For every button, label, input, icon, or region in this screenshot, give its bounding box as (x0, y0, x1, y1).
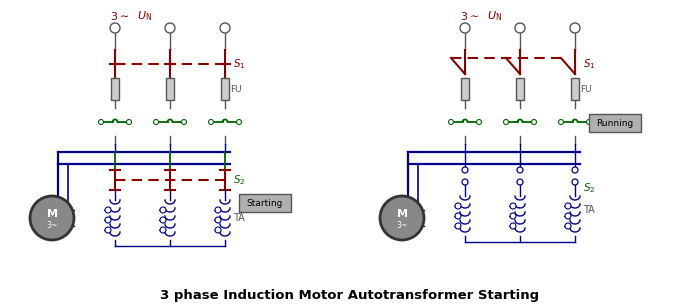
Circle shape (105, 207, 111, 213)
Circle shape (510, 213, 516, 219)
Text: TA: TA (233, 213, 245, 223)
Bar (589, 114, 641, 132)
Circle shape (127, 119, 132, 125)
Circle shape (455, 203, 461, 209)
Bar (239, 194, 291, 212)
Circle shape (160, 227, 166, 233)
Text: FU: FU (230, 85, 241, 94)
Text: FU: FU (580, 85, 592, 94)
Circle shape (380, 196, 424, 240)
Circle shape (510, 223, 516, 229)
Text: $S_1$: $S_1$ (233, 57, 246, 71)
Circle shape (462, 179, 468, 185)
Circle shape (105, 227, 111, 233)
Circle shape (559, 119, 564, 125)
Text: $U_{\rm N}$: $U_{\rm N}$ (137, 9, 153, 23)
Text: M: M (46, 209, 57, 219)
Text: $S_1$: $S_1$ (583, 57, 596, 71)
Circle shape (449, 119, 454, 125)
Text: $3{\sim}$: $3{\sim}$ (461, 10, 480, 22)
Circle shape (237, 119, 242, 125)
Bar (516, 78, 524, 100)
Circle shape (587, 119, 592, 125)
Circle shape (160, 207, 166, 213)
Circle shape (517, 167, 523, 173)
Circle shape (503, 119, 508, 125)
Circle shape (515, 23, 525, 33)
Circle shape (460, 23, 470, 33)
Circle shape (220, 23, 230, 33)
Circle shape (160, 217, 166, 223)
Circle shape (572, 167, 578, 173)
Circle shape (517, 179, 523, 185)
Text: $3{\sim}$: $3{\sim}$ (111, 10, 130, 22)
Text: $U_{\rm N}$: $U_{\rm N}$ (487, 9, 503, 23)
Circle shape (215, 227, 221, 233)
Circle shape (215, 207, 221, 213)
Circle shape (570, 23, 580, 33)
Text: $S_2$: $S_2$ (233, 173, 246, 187)
Circle shape (462, 167, 468, 173)
Circle shape (105, 217, 111, 223)
Circle shape (209, 119, 214, 125)
Circle shape (531, 119, 536, 125)
Circle shape (477, 119, 482, 125)
Circle shape (181, 119, 186, 125)
Text: 3~: 3~ (46, 222, 57, 230)
Text: M: M (396, 209, 407, 219)
Circle shape (565, 213, 571, 219)
Circle shape (572, 179, 578, 185)
Circle shape (565, 203, 571, 209)
Text: 3~: 3~ (396, 222, 407, 230)
Text: Running: Running (596, 119, 634, 127)
Circle shape (510, 203, 516, 209)
Bar (221, 78, 229, 100)
Bar (166, 78, 174, 100)
Circle shape (455, 223, 461, 229)
Circle shape (99, 119, 104, 125)
Text: Starting: Starting (247, 199, 284, 208)
Text: $S_2$: $S_2$ (583, 181, 596, 195)
Bar (111, 78, 119, 100)
Text: 3 phase Induction Motor Autotransformer Starting: 3 phase Induction Motor Autotransformer … (160, 289, 540, 302)
Circle shape (30, 196, 74, 240)
Circle shape (565, 223, 571, 229)
Bar (571, 78, 579, 100)
Circle shape (165, 23, 175, 33)
Text: TA: TA (583, 205, 595, 215)
Bar (461, 78, 469, 100)
Circle shape (153, 119, 158, 125)
Circle shape (455, 213, 461, 219)
Circle shape (110, 23, 120, 33)
Circle shape (215, 217, 221, 223)
